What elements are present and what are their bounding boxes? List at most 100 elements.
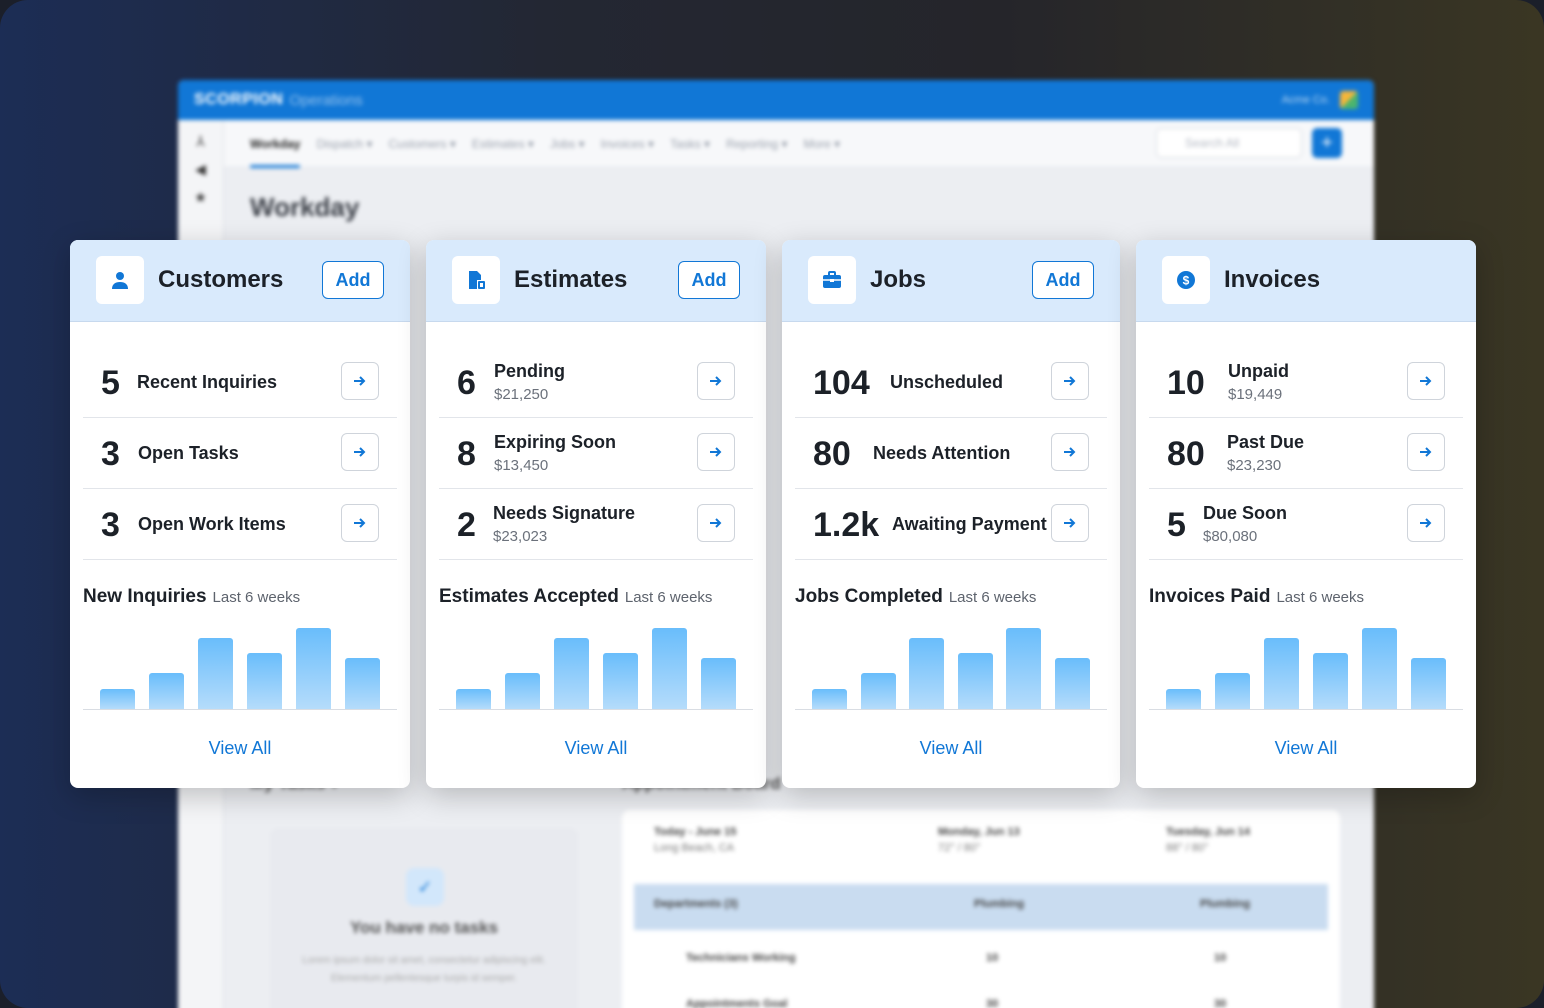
stat-row-unscheduled[interactable]: 104 Unscheduled <box>795 347 1107 418</box>
card-title: Customers <box>158 266 284 293</box>
stat-amount: $19,449 <box>1228 386 1283 403</box>
card-header: Customers Add <box>70 240 410 322</box>
chart-bar <box>149 673 184 709</box>
nav-customers[interactable]: Customers ▾ <box>388 136 456 151</box>
invoices-card: $ Invoices 10 Unpaid $19,449 80 Past Due… <box>1136 240 1476 788</box>
jobs-card: Jobs Add 104 Unscheduled 80 Needs Attent… <box>782 240 1120 788</box>
chart-bar <box>1264 637 1299 709</box>
stat-row-needs-signature[interactable]: 2 Needs Signature $23,023 <box>439 489 753 560</box>
add-job-button[interactable]: Add <box>1032 261 1094 299</box>
nav-estimates[interactable]: Estimates ▾ <box>471 136 534 151</box>
arrow-right-icon <box>1064 447 1076 457</box>
stat-row-unpaid[interactable]: 10 Unpaid $19,449 <box>1149 347 1463 418</box>
empty-tasks-panel <box>270 828 578 1008</box>
new-inquiries-bar-chart <box>83 616 397 710</box>
add-estimate-button[interactable]: Add <box>678 261 740 299</box>
arrow-right-button[interactable] <box>1407 362 1445 400</box>
appt-row1-label: Technicians Working <box>686 952 796 964</box>
chart-bar <box>1055 657 1090 709</box>
dollar-coin-icon: $ <box>1162 256 1210 304</box>
person-icon <box>96 256 144 304</box>
chart-bar <box>1006 627 1042 709</box>
view-all-link[interactable]: View All <box>208 738 272 758</box>
stat-row-open-tasks[interactable]: 3 Open Tasks <box>83 418 397 489</box>
chart-bar <box>812 689 847 709</box>
chart-bar <box>296 627 331 709</box>
stat-label: Recent Inquiries <box>137 372 278 392</box>
appt-header-row: Today - June 15 Long Beach, CA Monday, Ju… <box>634 826 1328 872</box>
stat-row-open-work-items[interactable]: 3 Open Work Items <box>83 489 397 560</box>
nav-dispatch[interactable]: Dispatch ▾ <box>316 136 373 151</box>
arrow-right-button[interactable] <box>341 433 379 471</box>
chart-title: New Inquiries Last 6 weeks <box>83 586 300 608</box>
arrow-right-button[interactable] <box>1407 504 1445 542</box>
stat-list: 5 Recent Inquiries 3 Open Tasks 3 Open W… <box>83 347 397 560</box>
arrow-right-button[interactable] <box>697 362 735 400</box>
arrow-right-button[interactable] <box>341 504 379 542</box>
appt-departments-row[interactable]: Departments (3) Plumbing Plumbing <box>634 884 1328 930</box>
chart-bar <box>456 689 491 709</box>
appt-departments[interactable]: Departments (3) <box>654 898 738 910</box>
invoices-paid-bar-chart <box>1149 616 1463 710</box>
nav-tasks[interactable]: Tasks ▾ <box>670 136 711 151</box>
stat-value: 5 <box>1167 506 1186 544</box>
arrow-right-icon <box>354 518 366 528</box>
stat-amount: $23,230 <box>1227 457 1282 474</box>
megaphone-icon[interactable]: ◀ <box>195 161 206 177</box>
view-all-link[interactable]: View All <box>919 738 983 758</box>
star-icon[interactable]: ★ <box>194 189 207 205</box>
nav-workday[interactable]: Workday <box>250 136 301 168</box>
chart-bar <box>505 673 540 709</box>
account-name[interactable]: Acme Co. <box>1281 94 1330 106</box>
stat-row-recent-inquiries[interactable]: 5 Recent Inquiries <box>83 347 397 418</box>
arrow-right-button[interactable] <box>1407 433 1445 471</box>
no-tasks-title: You have no tasks <box>349 918 498 937</box>
appt-day2: Tuesday, Jun 14 <box>1166 826 1250 838</box>
arrow-right-button[interactable] <box>697 504 735 542</box>
stat-row-past-due[interactable]: 80 Past Due $23,230 <box>1149 418 1463 489</box>
stat-row-expiring-soon[interactable]: 8 Expiring Soon $13,450 <box>439 418 753 489</box>
arrow-right-icon <box>710 518 722 528</box>
card-header: Jobs Add <box>782 240 1120 322</box>
stat-row-awaiting-payment[interactable]: 1.2k Awaiting Payment <box>795 489 1107 560</box>
svg-text:$: $ <box>1183 274 1190 288</box>
nav-invoices[interactable]: Invoices ▾ <box>600 136 655 151</box>
arrow-right-button[interactable] <box>341 362 379 400</box>
stat-label: Unpaid <box>1228 361 1289 381</box>
add-customer-button[interactable]: Add <box>322 261 384 299</box>
stat-value: 6 <box>457 364 476 402</box>
view-all-link[interactable]: View All <box>1274 738 1338 758</box>
arrow-right-button[interactable] <box>1051 362 1089 400</box>
nav-reporting[interactable]: Reporting ▾ <box>726 136 788 151</box>
arrow-right-button[interactable] <box>1051 504 1089 542</box>
stat-value: 104 <box>813 364 870 402</box>
search-input[interactable]: Search All <box>1156 128 1302 158</box>
appt-row2-v2: 30 <box>1214 998 1227 1008</box>
chart-bar <box>860 673 896 709</box>
chart-bar <box>345 657 380 709</box>
chart-bar <box>247 652 282 709</box>
chart-bar <box>957 652 993 709</box>
stat-list: 104 Unscheduled 80 Needs Attention 1.2k … <box>795 347 1107 560</box>
appt-row1-v1: 10 <box>986 952 999 964</box>
main-nav: Workday Dispatch ▾ Customers ▾ Estimates… <box>224 120 1374 168</box>
stat-label: Due Soon <box>1203 503 1287 523</box>
arrow-right-button[interactable] <box>1051 433 1089 471</box>
nav-more[interactable]: More ▾ <box>803 136 841 151</box>
account-logo-icon[interactable] <box>1340 91 1358 109</box>
appt-row-technicians: Technicians Working 10 10 <box>634 944 1328 990</box>
stat-value: 80 <box>813 435 851 473</box>
network-icon[interactable]: ⅄ <box>196 133 205 149</box>
stat-value: 3 <box>101 506 120 544</box>
card-header: $ Invoices <box>1136 240 1476 322</box>
stat-row-due-soon[interactable]: 5 Due Soon $80,080 <box>1149 489 1463 560</box>
clipboard-icon: ✓ <box>406 868 444 906</box>
nav-jobs[interactable]: Jobs ▾ <box>549 136 585 151</box>
stat-value: 80 <box>1167 435 1205 473</box>
arrow-right-button[interactable] <box>697 433 735 471</box>
stat-row-pending[interactable]: 6 Pending $21,250 <box>439 347 753 418</box>
view-all-link[interactable]: View All <box>564 738 628 758</box>
stat-row-needs-attention[interactable]: 80 Needs Attention <box>795 418 1107 489</box>
create-plus-button[interactable]: + <box>1312 128 1342 158</box>
